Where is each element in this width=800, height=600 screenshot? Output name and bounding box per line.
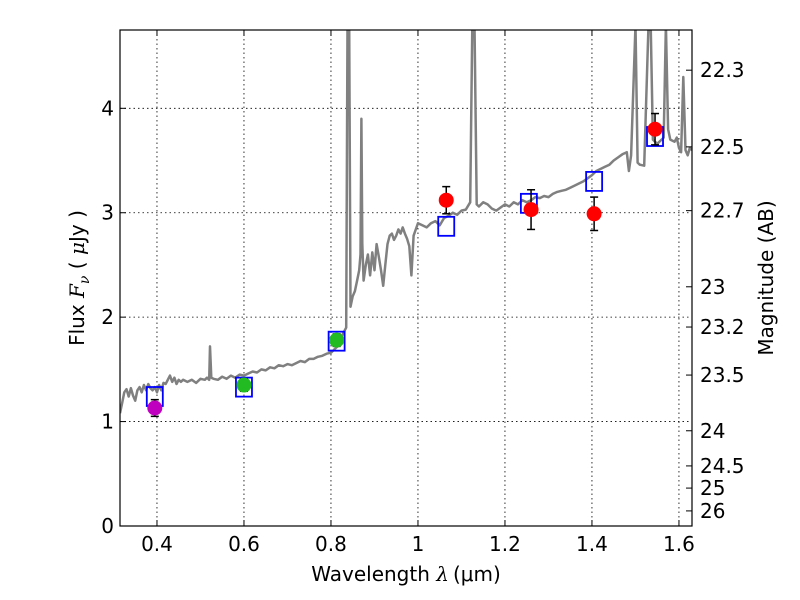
- model-point-2: [327, 330, 346, 352]
- x-axis-label: Wavelength λ (μm): [311, 562, 501, 586]
- x-tick-label-1: 0.6: [228, 532, 260, 556]
- observed-photometry-points: [147, 112, 663, 418]
- x-axis-ticks: 0.4 0.6 0.8 1 1.2 1.4 1.6: [141, 30, 695, 556]
- y2-tick-label-9: 26: [700, 499, 725, 523]
- y-tick-label-3: 3: [101, 201, 114, 225]
- y-axis-ticks: 0 1 2 3 4: [101, 96, 126, 538]
- y2-tick-label-6: 24: [700, 419, 725, 443]
- x-tick-label-3: 1: [412, 532, 425, 556]
- observed-point-2: [329, 332, 345, 348]
- y2-tick-label-3: 23: [700, 275, 725, 299]
- y2-axis-label: Magnitude (AB): [754, 200, 778, 355]
- y-tick-label-0: 0: [101, 514, 114, 538]
- observed-point-6: [647, 121, 663, 137]
- y-tick-label-4: 4: [101, 96, 114, 120]
- model-spectrum-line: [120, 30, 692, 414]
- y2-tick-label-1: 22.5: [700, 135, 745, 159]
- y2-tick-label-4: 23.2: [700, 315, 745, 339]
- observed-point-4: [523, 202, 539, 218]
- model-point-5: [585, 171, 604, 192]
- model-point-3: [437, 215, 456, 237]
- x-tick-label-5: 1.4: [576, 532, 608, 556]
- y2-tick-label-0: 22.3: [700, 58, 745, 82]
- observed-point-3: [438, 192, 454, 208]
- y-axis-label: Flux Fν ( μJy ): [65, 210, 93, 346]
- x-tick-label-6: 1.6: [663, 532, 695, 556]
- y2-tick-label-5: 23.5: [700, 363, 745, 387]
- x-tick-label-0: 0.4: [141, 532, 173, 556]
- y2-tick-label-7: 24.5: [700, 454, 745, 478]
- plot-area: [120, 30, 692, 526]
- y-tick-label-1: 1: [101, 410, 114, 434]
- x-tick-label-2: 0.8: [315, 532, 347, 556]
- plot-content: [120, 30, 692, 418]
- observed-point-0: [147, 400, 163, 416]
- y-tick-label-2: 2: [101, 305, 114, 329]
- observed-point-1: [236, 377, 252, 393]
- observed-point-5: [586, 206, 602, 222]
- x-tick-label-4: 1.2: [489, 532, 521, 556]
- y2-tick-label-2: 22.7: [700, 199, 745, 223]
- y2-tick-label-8: 25: [700, 476, 725, 500]
- plot-frame: [119, 29, 693, 527]
